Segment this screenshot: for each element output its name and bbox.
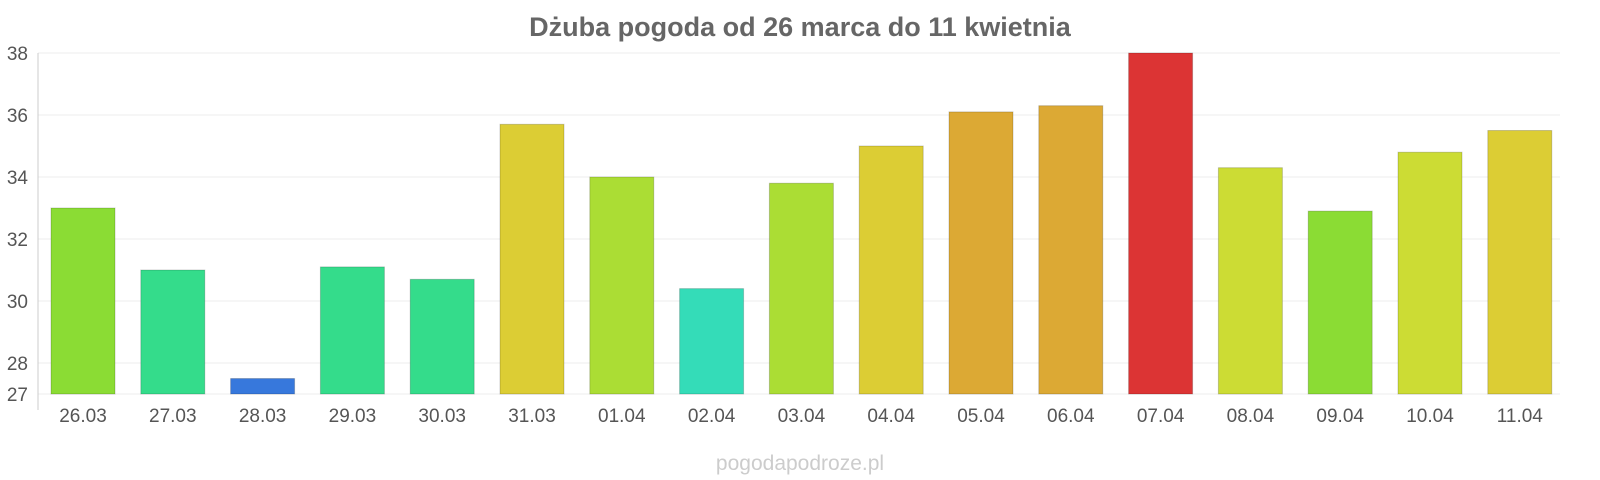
- chart-title: Dżuba pogoda od 26 marca do 11 kwietnia: [529, 12, 1072, 42]
- x-axis-ticks: 26.03 27.03 28.03 29.03 30.03 31.03 01.04 02.04…: [59, 406, 1543, 427]
- bar-29.03: [319, 266, 385, 395]
- bar-31.03: [499, 123, 565, 395]
- bar-27.03: [140, 269, 206, 395]
- x-tick-label: 07.04: [1137, 406, 1185, 427]
- x-tick-label: 03.04: [778, 406, 826, 427]
- y-tick-label: 32: [7, 230, 28, 251]
- bar-10.04: [1397, 151, 1463, 395]
- y-tick-label: 27: [7, 385, 28, 406]
- x-tick-label: 06.04: [1047, 406, 1095, 427]
- bar-09.04: [1307, 210, 1373, 395]
- x-tick-label: 31.03: [508, 406, 556, 427]
- bar-28.03: [230, 378, 296, 395]
- bar-06.04: [1038, 105, 1104, 395]
- bar-26.03: [50, 207, 116, 395]
- bar-11.04: [1487, 130, 1553, 395]
- x-tick-label: 05.04: [957, 406, 1005, 427]
- y-tick-label: 38: [7, 44, 28, 65]
- x-tick-label: 10.04: [1406, 406, 1454, 427]
- y-axis-ticks: 27 28 30 32 34 36 38: [7, 44, 29, 406]
- x-tick-label: 11.04: [1497, 406, 1544, 427]
- bars: [50, 52, 1553, 395]
- y-tick-label: 28: [7, 354, 28, 375]
- x-tick-label: 08.04: [1227, 406, 1275, 427]
- x-tick-label: 28.03: [239, 406, 287, 427]
- bar-30.03: [409, 278, 475, 395]
- x-tick-label: 27.03: [149, 406, 197, 427]
- bar-02.04: [679, 288, 745, 395]
- bar-07.04: [1128, 52, 1194, 395]
- x-tick-label: 09.04: [1316, 406, 1364, 427]
- bar-05.04: [948, 111, 1014, 395]
- bar-08.04: [1217, 167, 1283, 395]
- x-tick-label: 29.03: [329, 406, 377, 427]
- x-tick-label: 26.03: [59, 406, 107, 427]
- y-tick-label: 36: [7, 106, 28, 127]
- x-tick-label: 02.04: [688, 406, 736, 427]
- bar-03.04: [768, 182, 834, 395]
- y-tick-label: 30: [7, 292, 28, 313]
- bar-01.04: [589, 176, 655, 395]
- bar-04.04: [858, 145, 924, 395]
- watermark: pogodapodroze.pl: [716, 452, 884, 475]
- x-tick-label: 04.04: [867, 406, 915, 427]
- x-tick-label: 01.04: [598, 406, 646, 427]
- x-tick-label: 30.03: [418, 406, 466, 427]
- y-tick-label: 34: [7, 168, 29, 189]
